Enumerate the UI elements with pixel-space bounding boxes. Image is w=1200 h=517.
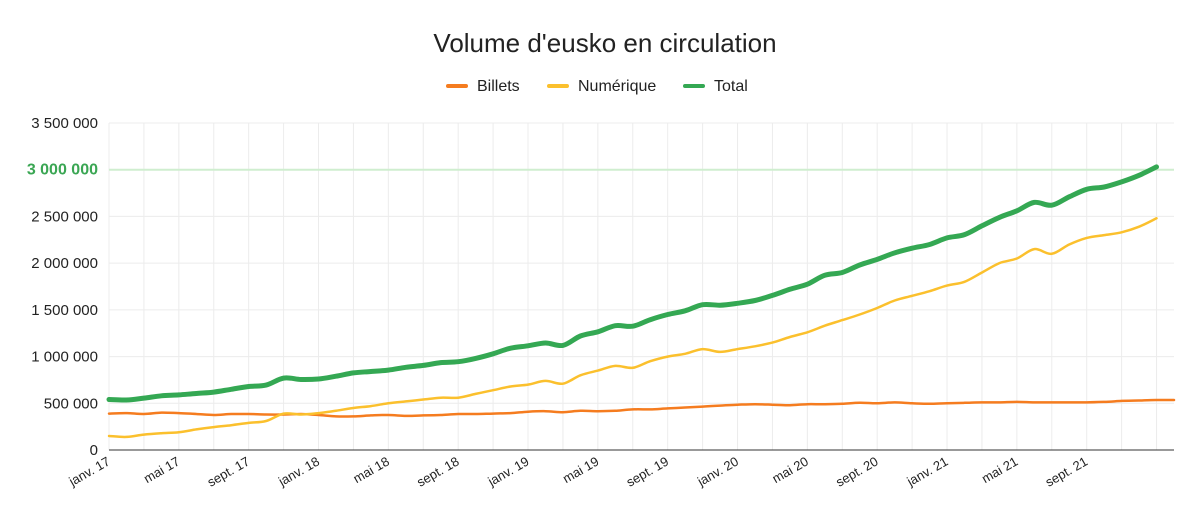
x-tick-label: mai 21 — [979, 454, 1020, 487]
legend-label: Numérique — [578, 78, 656, 95]
x-tick-label: mai 17 — [141, 454, 182, 487]
legend-label: Billets — [477, 78, 520, 95]
y-tick-label-highlight: 3 000 000 — [27, 162, 98, 179]
x-tick-label: sept. 19 — [624, 454, 672, 490]
series-line-billets — [107, 398, 1176, 418]
y-tick-label: 1 500 000 — [31, 302, 98, 319]
legend-label: Total — [714, 78, 748, 95]
y-tick-label: 2 500 000 — [31, 208, 98, 225]
x-tick-label: sept. 20 — [833, 454, 881, 490]
y-tick-label: 2 000 000 — [31, 255, 98, 272]
x-tick-label: mai 19 — [560, 454, 601, 487]
y-tick-label: 500 000 — [44, 395, 98, 412]
legend: Billets Numérique Total — [446, 78, 748, 95]
series-line-total — [106, 164, 1159, 403]
series — [106, 164, 1176, 439]
grid — [108, 122, 1174, 450]
legend-item[interactable]: Total — [683, 78, 748, 95]
y-axis: 0 500 000 1 000 000 1 500 000 2 000 000 2 500… — [27, 115, 1174, 459]
x-tick-label: mai 18 — [351, 454, 392, 487]
x-tick-label: mai 20 — [770, 454, 811, 487]
x-tick-label: janv. 21 — [904, 454, 951, 490]
legend-item[interactable]: Numérique — [547, 78, 656, 95]
x-axis: janv. 17 mai 17 sept. 17 janv. 18 mai 18 sept… — [66, 454, 1091, 490]
x-tick-label: janv. 19 — [485, 454, 532, 490]
x-tick-label: sept. 21 — [1043, 454, 1091, 490]
legend-item[interactable]: Billets — [446, 78, 520, 95]
y-tick-label: 0 — [90, 442, 98, 459]
x-tick-label: sept. 17 — [205, 454, 253, 490]
y-tick-label: 3 500 000 — [31, 115, 98, 132]
x-tick-label: sept. 18 — [414, 454, 462, 490]
x-tick-label: janv. 20 — [694, 454, 741, 490]
series-line-numerique — [107, 217, 1158, 439]
chart-title: Volume d'eusko en circulation — [433, 28, 776, 58]
y-tick-label: 1 000 000 — [31, 349, 98, 366]
x-tick-label: janv. 18 — [275, 454, 322, 490]
